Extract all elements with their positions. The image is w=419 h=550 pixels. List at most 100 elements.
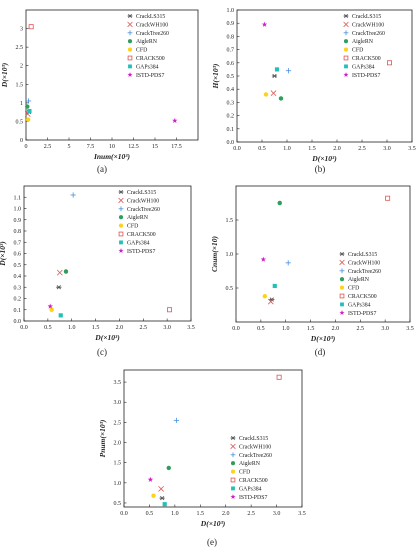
data-point bbox=[25, 104, 30, 109]
x-tick-label: 1.5 bbox=[197, 511, 205, 517]
chart-panel-3: 0.0 0.5 1.0 1.5 2.0 2.5 3.0 3.5 0.0 0.1 0.2 0.3 0.4 0… bbox=[0, 185, 195, 357]
data-point bbox=[58, 313, 63, 318]
data-point bbox=[28, 24, 34, 30]
data-point bbox=[158, 485, 165, 492]
legend-label: ISTD-PDS7 bbox=[352, 73, 380, 79]
y-tick-label: 1.5 bbox=[114, 461, 122, 467]
legend-marker bbox=[339, 252, 345, 256]
legend-label: GAPs384 bbox=[127, 240, 150, 246]
x-tick-label: 2.0 bbox=[333, 146, 341, 152]
chart-panel-4: 0.0 0.5 1.0 1.5 2.0 2.5 3.0 3.5 0.5 1.0 1.5 D(×10³)… bbox=[210, 185, 414, 357]
x-tick-label: 1.5 bbox=[307, 326, 315, 332]
data-point bbox=[167, 307, 173, 313]
data-point bbox=[274, 67, 280, 72]
legend: CrackLS315 CrackWH100 CrackTree260 AigleRN C… bbox=[118, 190, 160, 255]
legend-marker bbox=[339, 268, 345, 274]
x-tick-label: 15 bbox=[152, 144, 158, 150]
legend-marker bbox=[118, 231, 124, 237]
legend-marker bbox=[339, 285, 345, 290]
legend-label: GAPs384 bbox=[136, 64, 159, 70]
legend-marker bbox=[230, 461, 236, 466]
legend-marker bbox=[128, 64, 132, 69]
x-tick-label: 2.5 bbox=[357, 326, 365, 332]
y-tick-label: 0.9 bbox=[14, 218, 22, 224]
legend-label: CrackTree260 bbox=[352, 31, 385, 37]
y-tick-label: 0 bbox=[20, 138, 23, 144]
x-tick-label: 2.0 bbox=[332, 326, 340, 332]
y-tick-label: 0.0 bbox=[227, 140, 235, 146]
x-tick-label: 1.0 bbox=[171, 511, 179, 517]
legend-label: ISTD-PDS7 bbox=[136, 73, 164, 79]
data-point bbox=[172, 117, 178, 123]
legend-marker bbox=[343, 72, 349, 77]
legend-marker bbox=[230, 452, 236, 458]
y-tick-label: 0.7 bbox=[14, 240, 22, 246]
x-tick-label: 0 bbox=[25, 144, 28, 150]
y-tick-label: 0.2 bbox=[14, 297, 22, 303]
data-point bbox=[262, 293, 268, 299]
legend-label: ISTD-PDS7 bbox=[348, 311, 376, 317]
x-tick-label: 1.0 bbox=[282, 326, 290, 332]
x-tick-label: 0.0 bbox=[120, 511, 128, 517]
legend-label: AigleRN bbox=[348, 277, 370, 283]
x-tick-label: 2.5 bbox=[358, 146, 366, 152]
x-tick-label: 3.5 bbox=[408, 146, 416, 152]
x-tick-label: 17.5 bbox=[171, 144, 182, 150]
data-point bbox=[261, 21, 268, 27]
legend-label: CrackWH100 bbox=[348, 260, 380, 266]
y-tick-label: 0.1 bbox=[14, 308, 22, 314]
data-point bbox=[162, 502, 167, 507]
legend-marker bbox=[118, 206, 124, 212]
legend-marker bbox=[127, 72, 133, 77]
y-tick-label: 0.5 bbox=[14, 263, 22, 269]
x-tick-label: 2.0 bbox=[222, 511, 230, 517]
y-tick-label: 0.8 bbox=[227, 34, 235, 40]
legend-label: CRACK500 bbox=[136, 56, 165, 62]
data-point bbox=[267, 298, 274, 305]
y-tick-label: 0.9 bbox=[227, 21, 235, 27]
y-tick-label: 1.5 bbox=[16, 82, 24, 88]
data-point bbox=[269, 297, 275, 302]
x-tick-label: 3.0 bbox=[383, 146, 391, 152]
data-point bbox=[70, 192, 76, 198]
legend-marker bbox=[339, 293, 345, 299]
y-tick-label: 0.3 bbox=[14, 285, 22, 291]
legend-label: AigleRN bbox=[239, 461, 261, 467]
plot-frame bbox=[236, 9, 413, 143]
x-tick-label: 3.0 bbox=[163, 325, 171, 331]
plot-frame bbox=[123, 369, 303, 508]
legend-marker bbox=[127, 14, 133, 18]
y-tick-label: 1.0 bbox=[227, 8, 235, 14]
legend-marker bbox=[230, 477, 236, 483]
data-point bbox=[27, 108, 32, 114]
y-tick-label: 2.5 bbox=[16, 45, 24, 51]
legend-label: CrackLS315 bbox=[352, 14, 381, 20]
x-tick-label: 12.5 bbox=[128, 144, 139, 150]
y-axis-label: H(×10³) bbox=[211, 63, 220, 89]
x-tick-label: 0.0 bbox=[232, 326, 240, 332]
legend-marker bbox=[339, 277, 345, 282]
panel-caption: (b) bbox=[315, 164, 326, 174]
data-point bbox=[56, 269, 63, 276]
y-tick-label: 2 bbox=[20, 64, 23, 70]
x-axis-label: D(×10³) bbox=[94, 333, 120, 342]
data-point bbox=[47, 303, 53, 309]
data-point bbox=[49, 307, 54, 312]
legend-label: CFD bbox=[352, 48, 363, 54]
legend-label: CrackWH100 bbox=[352, 22, 384, 28]
y-tick-label: 0.1 bbox=[227, 127, 235, 133]
legend-label: CFD bbox=[239, 470, 250, 476]
legend-marker bbox=[118, 197, 124, 204]
y-tick-label: 3.5 bbox=[114, 380, 122, 386]
y-tick-label: 0.6 bbox=[14, 252, 22, 258]
legend-marker bbox=[343, 30, 349, 36]
legend-label: GAPs384 bbox=[352, 64, 375, 70]
legend-marker bbox=[343, 39, 349, 44]
legend-marker bbox=[127, 21, 133, 28]
legend-label: CrackWH100 bbox=[136, 22, 168, 28]
legend-label: CrackWH100 bbox=[127, 198, 159, 204]
y-tick-label: 0.5 bbox=[227, 74, 235, 80]
panel-caption: (a) bbox=[97, 164, 107, 174]
x-tick-label: 7.5 bbox=[87, 144, 95, 150]
